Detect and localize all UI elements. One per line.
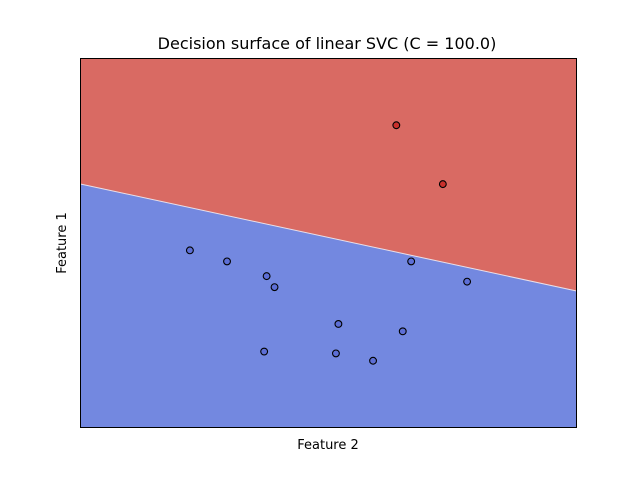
- data-point-lower-7: [463, 277, 472, 286]
- region-upper: [81, 59, 576, 291]
- data-point-lower-6: [407, 257, 416, 266]
- data-point-lower-10: [260, 347, 269, 356]
- data-point-lower-9: [398, 327, 407, 336]
- data-point-upper-0: [392, 121, 401, 130]
- chart-title: Decision surface of linear SVC (C = 100.…: [158, 34, 497, 53]
- y-axis-label: Feature 1: [55, 212, 70, 274]
- data-point-lower-4: [262, 272, 271, 281]
- plot-frame: [80, 58, 577, 428]
- data-point-lower-5: [270, 283, 279, 292]
- data-point-lower-2: [185, 246, 194, 255]
- plot-area: [80, 59, 577, 427]
- region-lower: [81, 184, 576, 427]
- x-axis-label: Feature 2: [297, 438, 359, 453]
- decision-boundary: [80, 183, 577, 292]
- data-point-lower-12: [369, 356, 377, 365]
- data-point-lower-11: [331, 349, 340, 358]
- data-point-upper-1: [438, 180, 447, 189]
- data-point-lower-3: [223, 257, 231, 266]
- data-point-lower-8: [334, 320, 343, 328]
